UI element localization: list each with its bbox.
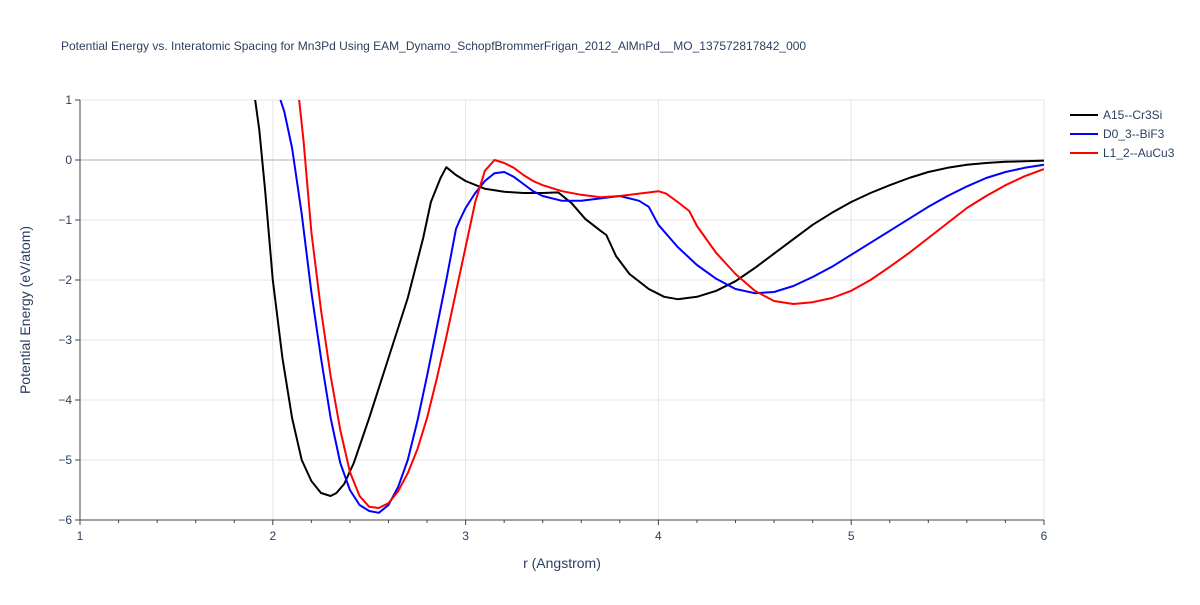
x-tick-label: 2 (269, 529, 276, 543)
y-tick-label: −5 (58, 453, 72, 467)
series-line-1 (279, 100, 1044, 514)
grid-lines (80, 99, 1045, 520)
x-axis-label: r (Angstrom) (523, 555, 601, 571)
y-tick-label: −2 (58, 273, 72, 287)
series-lines (254, 100, 1044, 514)
legend-label: D0_3--BiF3 (1103, 127, 1165, 141)
y-tick-label: −6 (58, 513, 72, 527)
legend-item-1[interactable]: D0_3--BiF3 (1070, 127, 1165, 141)
y-tick-label: −3 (58, 333, 72, 347)
x-tick-label: 5 (848, 529, 855, 543)
y-axis-label: Potential Energy (eV/atom) (17, 226, 33, 394)
x-tick-labels: 1 2 3 4 5 6 (77, 529, 1048, 543)
x-tick-label: 1 (77, 529, 84, 543)
legend[interactable]: A15--Cr3Si D0_3--BiF3 L1_2--AuCu3 (1070, 108, 1175, 160)
y-tick-labels: 1 0 −1 −2 −3 −4 −5 −6 (58, 93, 72, 527)
series-line-0 (254, 100, 1044, 497)
series-line-2 (298, 100, 1044, 509)
x-tick-label: 6 (1041, 529, 1048, 543)
x-tick-label: 3 (462, 529, 469, 543)
y-tick-label: 0 (65, 153, 72, 167)
chart-title: Potential Energy vs. Interatomic Spacing… (61, 39, 806, 53)
x-tick-label: 4 (655, 529, 662, 543)
legend-item-0[interactable]: A15--Cr3Si (1070, 108, 1162, 122)
y-tick-label: −1 (58, 213, 72, 227)
legend-item-2[interactable]: L1_2--AuCu3 (1070, 146, 1175, 160)
legend-label: A15--Cr3Si (1103, 108, 1162, 122)
y-tick-label: −4 (58, 393, 72, 407)
y-tick-label: 1 (65, 93, 72, 107)
legend-label: L1_2--AuCu3 (1103, 146, 1175, 160)
axes (75, 99, 1045, 525)
